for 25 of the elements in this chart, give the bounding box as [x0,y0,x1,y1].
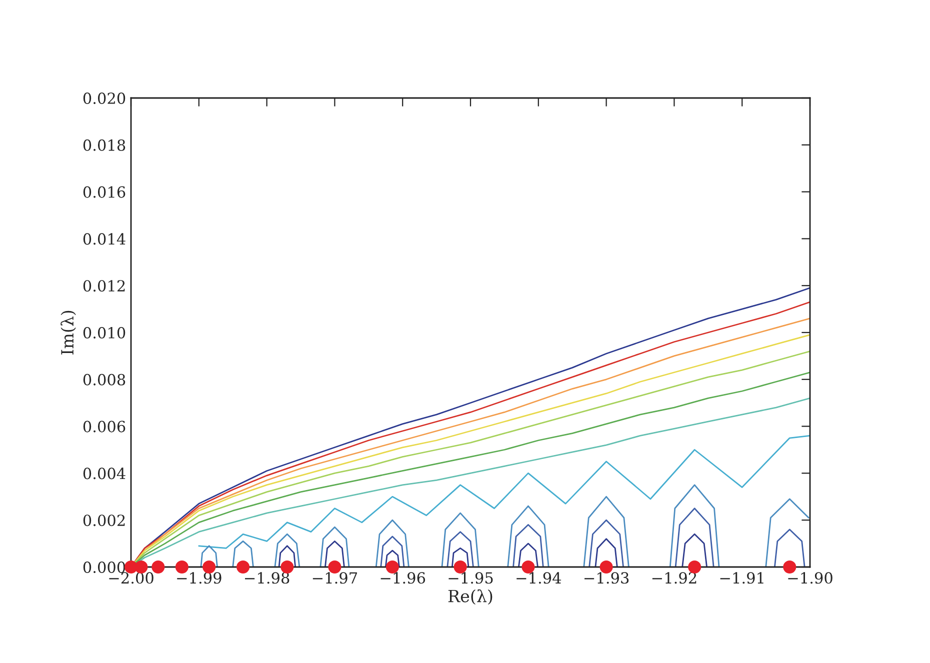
y-tick-label: 0.020 [83,92,126,104]
x-tick-label: −1.94 [516,572,562,584]
x-tick-label: −1.90 [788,572,832,584]
x-tick-label: −1.92 [652,572,696,584]
x-tick-label: −1.98 [245,572,290,584]
y-tick-label: 0.004 [83,468,126,480]
y-axis-title: Im(λ) [60,310,76,355]
y-tick-label: 0.002 [83,514,125,526]
y-tick-label: 0.018 [83,139,126,151]
y-tick-label: 0.000 [83,561,126,574]
x-tick-label: −1.99 [177,572,222,584]
y-tick-label: 0.006 [83,420,126,432]
x-tick-label: −1.97 [312,572,358,584]
x-tick-label: −1.93 [584,572,629,584]
x-tick-label: −1.96 [380,572,426,584]
x-axis-title: Re(λ) [448,589,492,605]
y-tick-label: 0.014 [83,233,126,245]
x-tick-label: −1.95 [448,572,493,584]
line-series [198,434,810,549]
x-tick-label: −2.00 [109,572,154,584]
y-tick-label: 0.010 [83,326,126,339]
y-tick-label: 0.016 [83,186,126,198]
x-tick-label: −1.91 [720,572,764,584]
y-tick-label: 0.008 [83,374,126,386]
y-tick-label: 0.012 [83,280,125,292]
